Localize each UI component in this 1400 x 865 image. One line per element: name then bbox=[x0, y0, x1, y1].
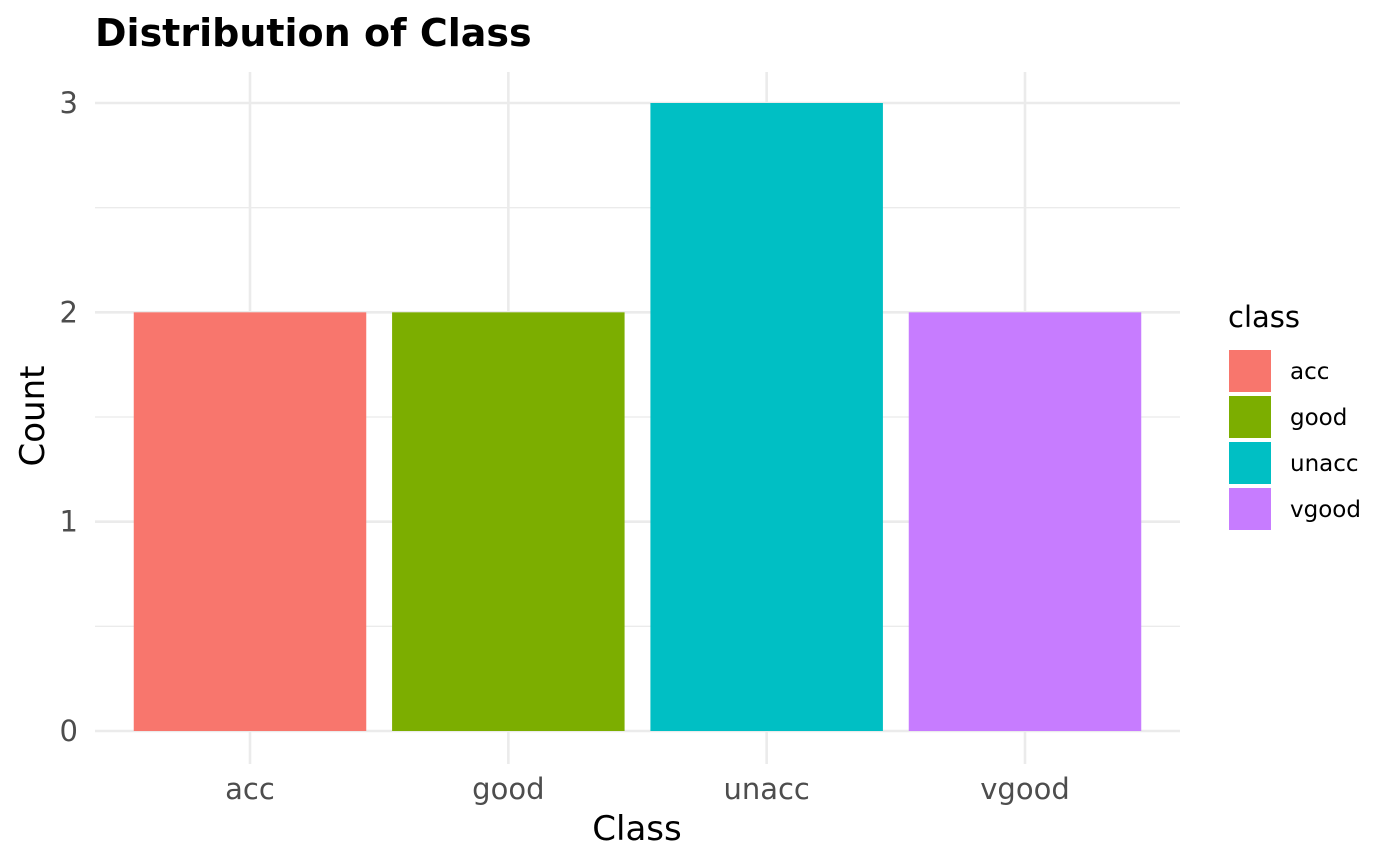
x-tick-label: unacc bbox=[723, 772, 809, 806]
y-tick-label: 0 bbox=[60, 714, 78, 748]
x-tick-label: vgood bbox=[980, 772, 1069, 806]
y-tick-label: 2 bbox=[60, 295, 78, 329]
bar-acc bbox=[133, 312, 367, 731]
bar-vgood bbox=[908, 312, 1142, 731]
legend-label-vgood: vgood bbox=[1290, 497, 1361, 523]
legend-label-acc: acc bbox=[1290, 359, 1329, 385]
x-tick-label: good bbox=[472, 772, 544, 806]
bar-unacc bbox=[650, 103, 883, 731]
legend-key-good bbox=[1229, 396, 1271, 438]
y-axis-title: Count bbox=[13, 366, 53, 467]
y-tick-label: 3 bbox=[60, 86, 78, 120]
legend-label-unacc: unacc bbox=[1290, 451, 1359, 477]
legend-key-vgood bbox=[1229, 488, 1271, 530]
legend: class acc good unacc vgood bbox=[1228, 300, 1361, 530]
x-tick-label: acc bbox=[225, 772, 275, 806]
x-axis-title: Class bbox=[592, 809, 681, 849]
legend-title: class bbox=[1228, 300, 1300, 334]
bars bbox=[133, 103, 1142, 731]
legend-key-acc bbox=[1229, 350, 1271, 392]
y-axis-ticks: 0 1 2 3 bbox=[60, 86, 78, 748]
x-axis-ticks: acc good unacc vgood bbox=[225, 772, 1070, 806]
legend-label-good: good bbox=[1290, 405, 1347, 431]
bar-good bbox=[392, 312, 625, 731]
chart-title: Distribution of Class bbox=[95, 11, 532, 55]
y-tick-label: 1 bbox=[60, 505, 78, 539]
legend-key-unacc bbox=[1229, 442, 1271, 484]
